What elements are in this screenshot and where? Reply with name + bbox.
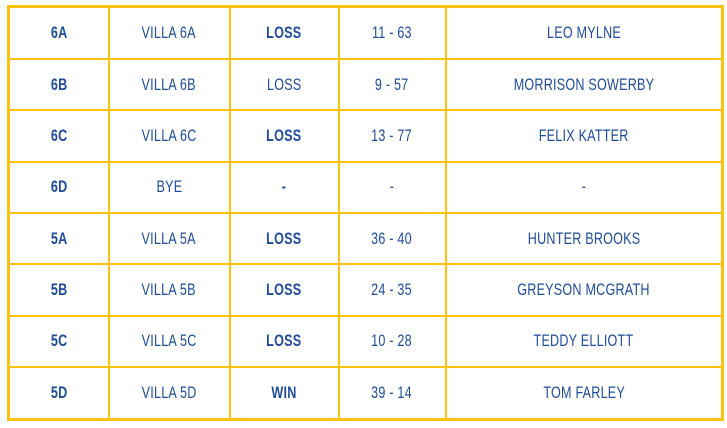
team-code-cell: 5A (7, 211, 110, 266)
team-code-cell: 6A (7, 5, 110, 60)
team-name-cell: VILLA 6A (107, 5, 231, 60)
team-code: 6A (50, 23, 68, 42)
result: - (281, 177, 287, 197)
score-cell: 10 - 28 (337, 314, 447, 368)
team-name: VILLA 6A (141, 23, 197, 42)
result: WIN (271, 382, 297, 402)
team-code-cell: 6D (7, 160, 110, 214)
team-name: VILLA 6B (141, 74, 197, 94)
table-row: 6D BYE - - - (7, 160, 724, 214)
result-cell: LOSS (228, 263, 340, 317)
team-name: VILLA 5B (141, 279, 197, 299)
player-name: FELIX KATTER (538, 125, 629, 145)
team-code: 5A (50, 228, 68, 248)
result: LOSS (266, 74, 302, 94)
table-row: 5C VILLA 5C LOSS 10 - 28 TEDDY ELLIOTT (7, 314, 724, 368)
result: LOSS (266, 331, 302, 351)
team-code: 5B (50, 279, 68, 299)
result: LOSS (266, 23, 302, 42)
team-name-cell: BYE (107, 160, 231, 214)
player-name: LEO MYLNE (546, 23, 621, 42)
team-name-cell: VILLA 6B (107, 57, 231, 112)
player-name: MORRISON SOWERBY (513, 74, 655, 94)
table-row: 5B VILLA 5B LOSS 24 - 35 GREYSON MCGRATH (7, 263, 724, 317)
player-name-cell: - (444, 160, 724, 214)
score: 11 - 63 (372, 23, 412, 42)
team-code: 5D (50, 382, 68, 402)
results-table: 6A VILLA 6A LOSS 11 - 63 LEO MYLNE 6B VI… (7, 5, 724, 421)
team-code-cell: 5B (7, 263, 110, 317)
score: 10 - 28 (371, 331, 413, 351)
player-name-cell: GREYSON MCGRATH (444, 263, 724, 317)
player-name-cell: TEDDY ELLIOTT (444, 314, 724, 368)
score: 13 - 77 (371, 125, 413, 145)
table-row: 6A VILLA 6A LOSS 11 - 63 LEO MYLNE (7, 5, 724, 60)
result: LOSS (266, 228, 302, 248)
table-row: 5A VILLA 5A LOSS 36 - 40 HUNTER BROOKS (7, 211, 724, 266)
team-code-cell: 6B (7, 57, 110, 112)
score: 36 - 40 (371, 228, 413, 248)
score: 39 - 14 (371, 382, 413, 402)
table-row: 5D VILLA 5D WIN 39 - 14 TOM FARLEY (7, 365, 724, 421)
player-name-cell: MORRISON SOWERBY (444, 57, 724, 112)
team-name: BYE (156, 177, 182, 197)
score-cell: 36 - 40 (337, 211, 447, 266)
player-name: GREYSON MCGRATH (517, 279, 650, 299)
table-row: 6C VILLA 6C LOSS 13 - 77 FELIX KATTER (7, 109, 724, 163)
team-name-cell: VILLA 5A (107, 211, 231, 266)
score: 24 - 35 (371, 279, 413, 299)
score-cell: 39 - 14 (337, 365, 447, 421)
team-name-cell: VILLA 6C (107, 109, 231, 163)
result-cell: LOSS (228, 314, 340, 368)
player-name-cell: FELIX KATTER (444, 109, 724, 163)
result-cell: LOSS (228, 5, 340, 60)
score: 9 - 57 (375, 74, 409, 94)
result-cell: LOSS (228, 57, 340, 112)
team-name: VILLA 5D (141, 382, 197, 402)
result: LOSS (266, 279, 302, 299)
player-name: - (581, 177, 586, 197)
team-code-cell: 5C (7, 314, 110, 368)
player-name-cell: HUNTER BROOKS (444, 211, 724, 266)
player-name: TEDDY ELLIOTT (533, 331, 634, 351)
result-cell: - (228, 160, 340, 214)
team-code: 6C (50, 125, 68, 145)
player-name-cell: TOM FARLEY (444, 365, 724, 421)
score-cell: 24 - 35 (337, 263, 447, 317)
score-cell: - (337, 160, 447, 214)
score: - (389, 177, 395, 197)
team-code-cell: 6C (7, 109, 110, 163)
result-cell: LOSS (228, 109, 340, 163)
player-name-cell: LEO MYLNE (444, 5, 724, 60)
team-code-cell: 5D (7, 365, 110, 421)
result-cell: LOSS (228, 211, 340, 266)
team-name: VILLA 6C (141, 125, 197, 145)
team-name-cell: VILLA 5D (107, 365, 231, 421)
player-name: TOM FARLEY (542, 382, 625, 402)
team-name-cell: VILLA 5C (107, 314, 231, 368)
team-code: 5C (50, 331, 68, 351)
result: LOSS (266, 125, 302, 145)
score-cell: 9 - 57 (337, 57, 447, 112)
team-code: 6B (50, 74, 68, 94)
team-code: 6D (50, 177, 68, 197)
team-name: VILLA 5C (141, 331, 197, 351)
player-name: HUNTER BROOKS (527, 228, 641, 248)
table-row: 6B VILLA 6B LOSS 9 - 57 MORRISON SOWERBY (7, 57, 724, 112)
result-cell: WIN (228, 365, 340, 421)
score-cell: 13 - 77 (337, 109, 447, 163)
team-name-cell: VILLA 5B (107, 263, 231, 317)
team-name: VILLA 5A (141, 228, 197, 248)
score-cell: 11 - 63 (337, 5, 447, 60)
